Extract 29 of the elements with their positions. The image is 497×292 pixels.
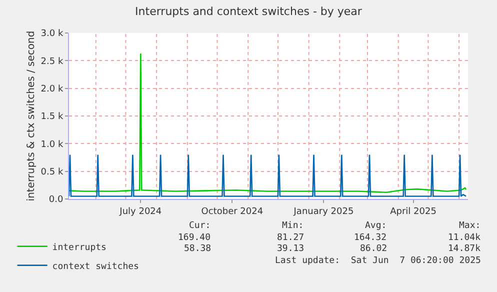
y-tick-label: 0.0 (48, 195, 64, 206)
y-tick-label: 3.0 k (40, 29, 64, 40)
y-axis-title: interrupts & ctx switches / second (26, 30, 37, 202)
text: 164.32 (354, 233, 387, 243)
text: Cur: (189, 221, 211, 231)
legend-label: interrupts (52, 242, 106, 253)
text: 169.40 (178, 233, 211, 243)
legend-label: context switches (52, 262, 139, 272)
text: Avg: (365, 221, 387, 231)
y-tick-label: 1.5 k (40, 112, 64, 122)
y-tick-label: 1.0 k (40, 140, 64, 150)
text: 86.02 (360, 244, 388, 254)
text: Min: (282, 221, 304, 231)
text: 39.13 (277, 244, 304, 254)
y-tick-label: 0.5 k (40, 167, 64, 178)
line-series (69, 52, 467, 194)
text: Last update: Sat Jun 7 06:20:00 2025 (275, 256, 481, 266)
text: 58.38 (184, 244, 212, 254)
x-tick-label: April 2025 (390, 206, 436, 217)
text: Max: (459, 221, 481, 231)
chart-title: Interrupts and context switches - by year (135, 4, 362, 18)
x-tick-label: October 2024 (201, 206, 264, 217)
y-tick-label: 2.5 k (40, 56, 64, 67)
text: 81.27 (277, 233, 304, 243)
text: 11.04k (448, 233, 482, 243)
x-tick-label: January 2025 (292, 206, 354, 217)
x-tick-label: July 2024 (118, 206, 162, 217)
text: 14.87k (448, 244, 482, 254)
y-tick-label: 2.0 k (40, 84, 64, 94)
